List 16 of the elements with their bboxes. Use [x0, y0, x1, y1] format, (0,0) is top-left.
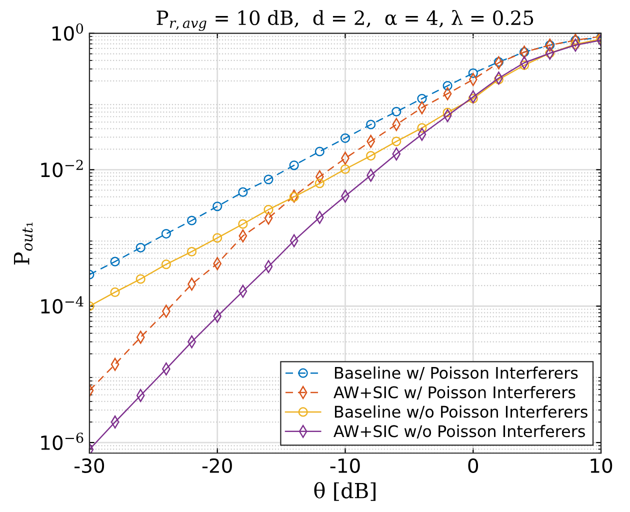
y-axis-title: P$_{out₁}$	[14, 222, 33, 264]
x-tick-label: 10	[590, 458, 612, 474]
legend-label: AW+SIC w/o Poisson Interferers	[334, 424, 585, 439]
legend-label: Baseline w/o Poisson Interferers	[334, 405, 588, 420]
legend-label: Baseline w/ Poisson Interferers	[334, 366, 578, 380]
legend-label: AW+SIC w/ Poisson Interferers	[334, 386, 576, 400]
x-tick-label: 0	[468, 458, 478, 474]
x-tick-label: -10	[330, 458, 360, 474]
x-axis-title: θ [dB]	[314, 482, 376, 501]
y-tick-label: 10$^{−4}$	[41, 296, 84, 314]
y-tick-label: 10$^{−6}$	[41, 432, 84, 450]
x-tick-label: -20	[202, 458, 232, 474]
chart-title: P$_{r,avg}$ = 10 dB, d = 2, α = 4, λ = 0.25	[156, 10, 534, 31]
x-tick-label: -30	[74, 458, 104, 474]
y-tick-label: 10$^{−2}$	[41, 160, 83, 178]
y-tick-label: 10$^{0}$	[52, 23, 84, 41]
